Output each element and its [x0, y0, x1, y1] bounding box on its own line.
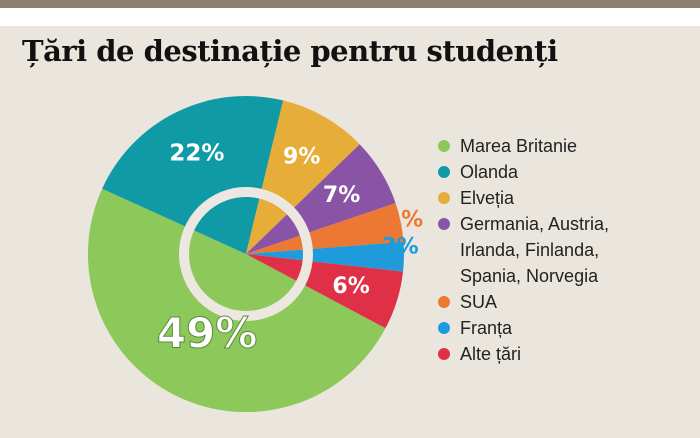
top-strip	[0, 8, 700, 26]
legend-item-1: Marea Britanie	[438, 133, 688, 159]
center-ring	[179, 187, 313, 321]
legend-swatch-5	[438, 296, 450, 308]
legend-swatch-4	[438, 218, 450, 230]
legend-label-1: Marea Britanie	[460, 136, 578, 156]
pie-label-7: 6%	[332, 274, 369, 299]
pie-slice-7	[246, 254, 404, 329]
chart-legend: Marea Britanie Olanda Elveția Germania, Aus…	[438, 133, 688, 367]
legend-label-3: Elveția	[460, 188, 515, 208]
legend-item-4: Germania, Austria, Irlanda, Finlanda, Sp…	[438, 211, 688, 289]
pie-label-2: 22%	[169, 140, 224, 166]
pie-slice-3	[246, 100, 360, 255]
legend-label-7: Alte țări	[460, 344, 522, 364]
legend-swatch-3	[438, 192, 450, 204]
legend-item-5: SUA	[438, 289, 688, 315]
legend-swatch-7	[438, 348, 450, 360]
chart-title: Țări de destinație pentru studenți	[22, 34, 558, 68]
legend-swatch-2	[438, 166, 450, 178]
legend-item-7: Alte țări	[438, 341, 688, 367]
legend-item-3: Elveția	[438, 185, 688, 211]
pie-label-4: 7%	[323, 183, 360, 208]
legend-label-4: Germania, Austria, Irlanda, Finlanda, Sp…	[460, 214, 610, 286]
pie-slice-4	[246, 144, 396, 254]
legend-label-2: Olanda	[460, 162, 519, 182]
pie-slice-2	[102, 96, 284, 254]
pie-slice-5	[246, 203, 404, 254]
top-bar	[0, 0, 700, 8]
pie-slice-1	[87, 188, 386, 413]
legend-item-6: Franța	[438, 315, 688, 341]
legend-label-5: SUA	[460, 292, 498, 312]
legend-label-6: Franța	[460, 318, 513, 338]
legend-swatch-1	[438, 140, 450, 152]
pie-label-1: 49%	[157, 309, 258, 358]
pie-slice-6	[246, 241, 404, 272]
pie-label-6: 3%	[381, 235, 418, 260]
legend-swatch-6	[438, 322, 450, 334]
pie-label-3: 9%	[283, 144, 320, 169]
pie-label-5: 4%	[386, 207, 423, 232]
legend-item-2: Olanda	[438, 159, 688, 185]
